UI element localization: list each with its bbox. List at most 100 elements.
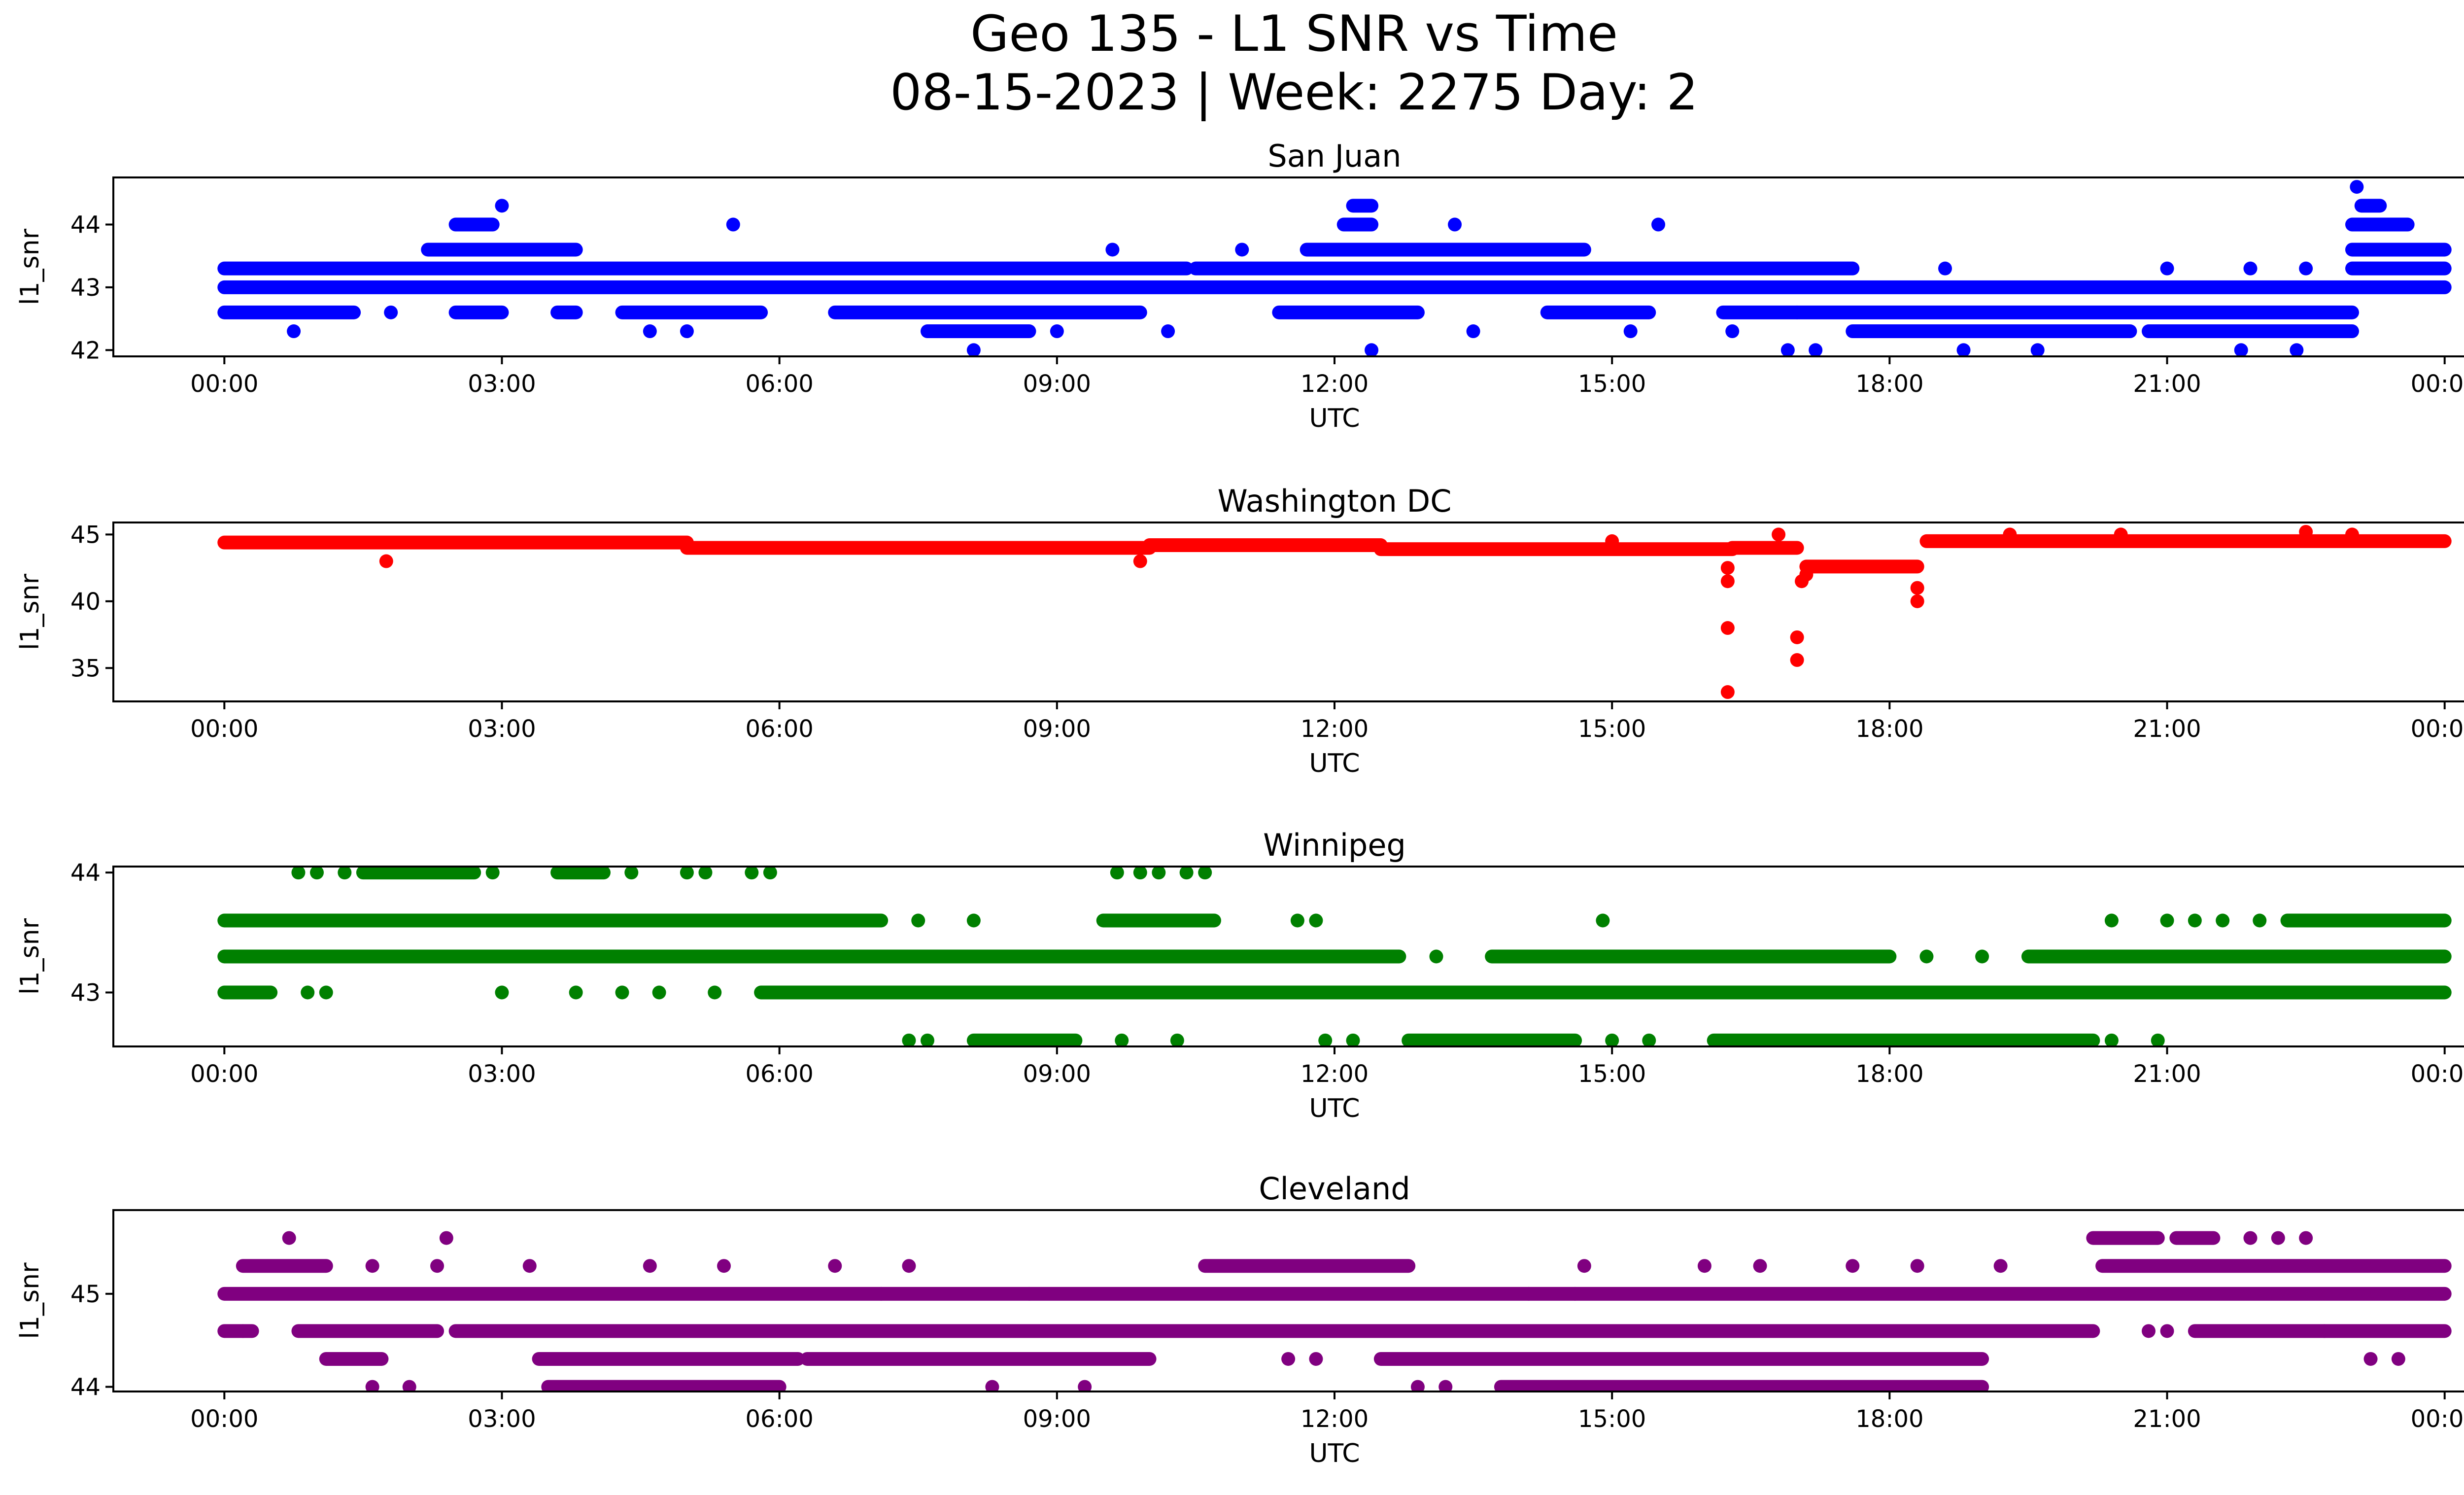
x-tick-label: 00:00 <box>2411 1405 2464 1433</box>
x-tick-label: 18:00 <box>1855 1060 1923 1088</box>
data-point <box>2114 527 2128 542</box>
data-point <box>1133 867 1147 880</box>
x-tick-label: 03:00 <box>468 715 536 743</box>
data-point <box>1596 913 1610 928</box>
data-point <box>2104 913 2119 928</box>
data-point <box>902 1033 916 1046</box>
data-point <box>2216 913 2230 928</box>
data-point <box>384 305 398 319</box>
data-point <box>1956 343 1971 356</box>
data-point <box>1281 1352 1296 1366</box>
x-tick-label: 06:00 <box>745 370 813 398</box>
data-point <box>2188 913 2202 928</box>
x-tick-label: 15:00 <box>1578 370 1646 398</box>
subplot-grid: San Juan 00:00 03:00 06:00 09:00 12:00 15:00 18… <box>15 138 2464 1468</box>
scatter-points <box>217 180 2452 356</box>
x-tick-label: 00:00 <box>2411 1060 2464 1088</box>
data-point <box>1919 949 1934 964</box>
y-tick-label: 44 <box>70 859 101 887</box>
x-tick-label: 06:00 <box>745 715 813 743</box>
data-point <box>1568 1286 1582 1301</box>
data-point <box>1448 217 1462 232</box>
x-tick-label: 03:00 <box>468 1405 536 1433</box>
data-point <box>495 985 509 1000</box>
subplot-title: Washington DC <box>1217 483 1451 519</box>
x-tick-label: 15:00 <box>1578 1405 1646 1433</box>
x-axis-label: UTC <box>1309 1439 1360 1468</box>
data-point <box>2151 1033 2165 1046</box>
data-point <box>1410 1380 1425 1391</box>
data-point <box>1110 867 1124 880</box>
data-point <box>1623 324 1638 339</box>
x-tick-label: 18:00 <box>1855 715 1923 743</box>
x-tick-label: 00:00 <box>190 715 258 743</box>
data-point <box>966 913 981 928</box>
data-point <box>2160 261 2174 276</box>
data-point <box>1846 1259 1860 1273</box>
data-point <box>2104 1033 2119 1046</box>
y-axis-label: l1_snr <box>15 918 45 995</box>
data-point <box>1309 1352 1323 1366</box>
x-tick-label: 09:00 <box>1023 370 1091 398</box>
subplot-winnipeg: Winnipeg 00:00 03:00 06:00 09:00 12:00 15:00 18… <box>15 827 2464 1123</box>
x-axis-label: UTC <box>1309 1094 1360 1123</box>
subplot-title: San Juan <box>1267 138 1401 174</box>
data-point <box>1642 1033 1656 1046</box>
x-tick-label: 09:00 <box>1023 1405 1091 1433</box>
x-tick-label: 15:00 <box>1578 715 1646 743</box>
data-point <box>439 1231 453 1245</box>
data-point <box>379 554 393 568</box>
x-tick-label: 18:00 <box>1855 1405 1923 1433</box>
data-point <box>1309 913 1323 928</box>
data-point <box>338 867 352 880</box>
x-tick-label: 18:00 <box>1855 370 1923 398</box>
data-point <box>1290 913 1304 928</box>
x-tick-label: 00:00 <box>190 1060 258 1088</box>
data-point <box>319 985 333 1000</box>
data-point <box>2299 1231 2313 1245</box>
data-point <box>1993 1259 2008 1273</box>
x-tick-label: 15:00 <box>1578 1060 1646 1088</box>
data-point <box>1799 567 1814 582</box>
data-point <box>1790 630 1804 644</box>
data-point <box>2160 913 2174 928</box>
data-point <box>1780 343 1795 356</box>
data-point <box>282 1231 296 1245</box>
data-point <box>2243 1231 2258 1245</box>
y-axis-label: l1_snr <box>15 573 45 650</box>
data-point <box>763 867 777 880</box>
y-tick-label: 45 <box>70 1281 101 1308</box>
data-point <box>2350 180 2364 194</box>
data-point <box>430 1259 445 1273</box>
data-point <box>1170 1033 1184 1046</box>
data-point <box>643 1259 657 1273</box>
data-point <box>966 343 981 356</box>
y-tick-label: 44 <box>70 211 101 239</box>
x-tick-label: 21:00 <box>2133 1405 2201 1433</box>
data-point <box>522 1259 537 1273</box>
x-axis-label: UTC <box>1309 404 1360 433</box>
data-point <box>1318 1033 1333 1046</box>
x-tick-label: 12:00 <box>1300 715 1369 743</box>
data-point <box>1133 554 1147 568</box>
subplot-cleveland: Cleveland 00:00 03:00 06:00 09:00 12:00 15:00 1… <box>15 1171 2464 1468</box>
x-tick-label: 03:00 <box>468 1060 536 1088</box>
data-point <box>2363 1352 2378 1366</box>
data-point <box>1809 343 1823 356</box>
x-tick-label: 06:00 <box>745 1405 813 1433</box>
data-point <box>291 867 306 880</box>
subplot-washington-dc: Washington DC 00:00 03:00 06:00 09:00 12:00 15… <box>15 483 2464 778</box>
data-point <box>2243 261 2258 276</box>
x-tick-label: 00:00 <box>190 1405 258 1433</box>
data-point <box>301 985 315 1000</box>
x-tick-label: 12:00 <box>1300 1060 1369 1088</box>
subplot-title: Cleveland <box>1259 1171 1410 1207</box>
data-point <box>708 985 722 1000</box>
y-tick-label: 35 <box>70 655 101 682</box>
y-axis-label: l1_snr <box>15 228 45 305</box>
data-point <box>921 1033 934 1046</box>
data-point <box>1198 867 1212 880</box>
figure-title-line1: Geo 135 - L1 SNR vs Time <box>970 4 1618 63</box>
data-point <box>310 867 324 880</box>
x-tick-label: 00:00 <box>2411 715 2464 743</box>
